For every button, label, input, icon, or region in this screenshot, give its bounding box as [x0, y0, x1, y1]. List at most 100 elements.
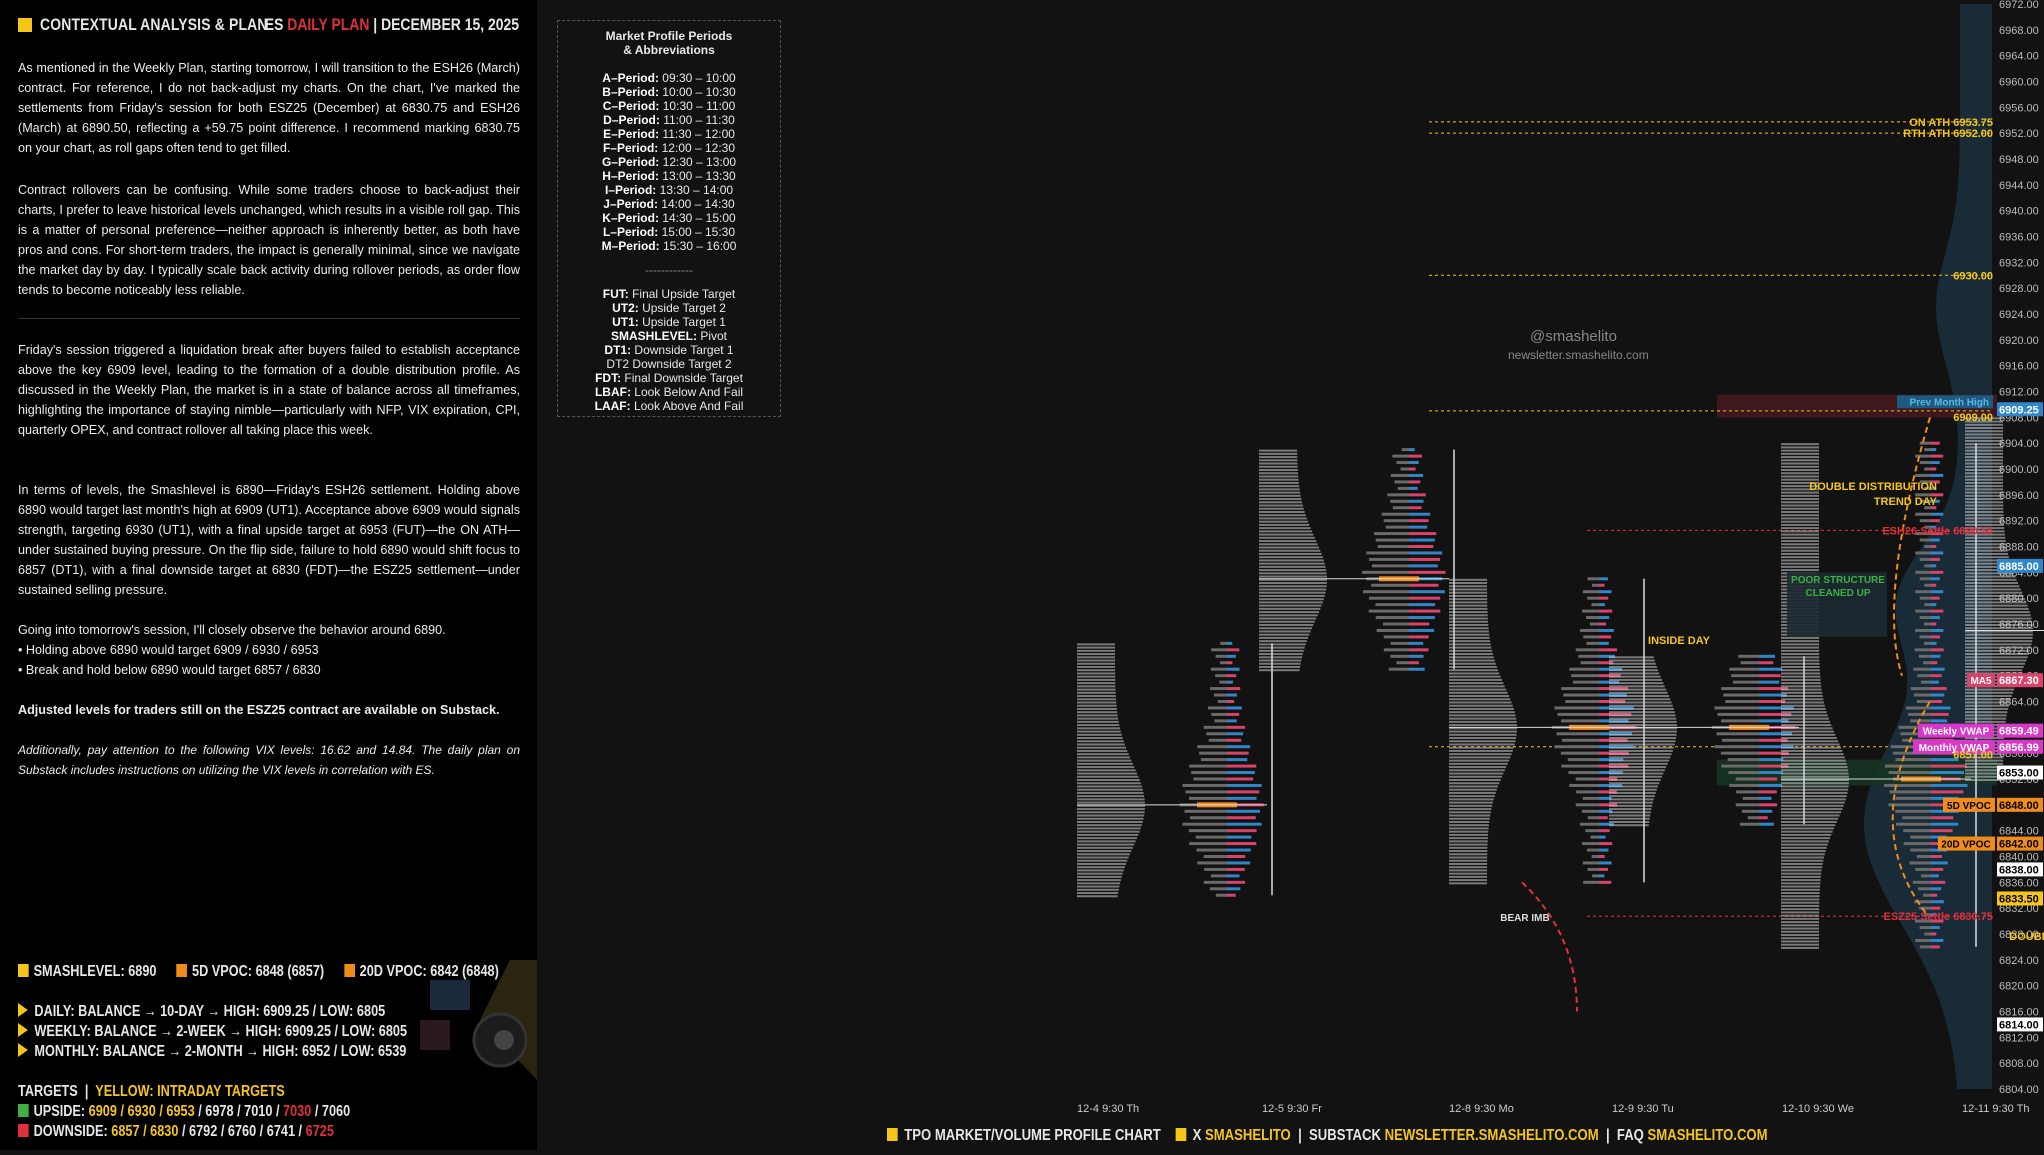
- tpo-row: [1077, 853, 1130, 855]
- tpo-row: [1077, 666, 1115, 668]
- tpo-row: [1781, 837, 1830, 839]
- delta-bar: [1227, 829, 1257, 832]
- downside-intraday: 6857 / 6830: [111, 1123, 178, 1140]
- delta-bar: [1931, 816, 1953, 819]
- tpo-row: [1259, 618, 1316, 620]
- tpo-row: [1077, 672, 1115, 674]
- volume-bar: [1384, 635, 1409, 638]
- tpo-row: [1781, 853, 1825, 855]
- tpo-row: [1781, 905, 1819, 907]
- tpo-row: [1259, 463, 1298, 465]
- delta-bar: [1759, 674, 1781, 677]
- daily-balance: DAILY: BALANCE → 10-DAY → HIGH: 6909.25 …: [18, 1003, 385, 1021]
- footer-newsletter-link[interactable]: NEWSLETTER.SMASHELITO.COM: [1385, 1127, 1599, 1144]
- delta-bar: [1931, 558, 1940, 561]
- tpo-row: [1449, 821, 1489, 823]
- volume-bar: [1371, 584, 1409, 587]
- tpo-row: [1781, 527, 1819, 529]
- tpo-row: [1781, 860, 1823, 862]
- tag-cur1: 6885.00: [1999, 561, 2039, 573]
- tpo-row: [1965, 505, 2003, 507]
- abbrev-item: FDT: Final Downside Target: [558, 371, 780, 385]
- delta-bar: [1599, 881, 1611, 884]
- paragraph-behavior: Going into tomorrow's session, I'll clos…: [18, 620, 520, 640]
- delta-bar: [1931, 577, 1940, 580]
- tpo-row: [1449, 579, 1487, 581]
- volume-bar: [1924, 468, 1931, 471]
- delta-bar: [1409, 661, 1419, 664]
- tpo-row: [1449, 614, 1488, 616]
- tpo-row: [1077, 827, 1141, 829]
- tpo-row: [1259, 514, 1306, 516]
- tpo-row: [1077, 685, 1115, 687]
- tpo-row: [1259, 634, 1309, 636]
- delta-bar: [1227, 771, 1255, 774]
- tpo-row: [1781, 908, 1819, 910]
- volume-bar: [1921, 681, 1931, 684]
- tpo-row: [1449, 731, 1517, 733]
- tpo-row: [1077, 689, 1116, 691]
- tpo-row: [1965, 514, 2004, 516]
- tpo-row: [1449, 621, 1488, 623]
- delta-bar: [1931, 868, 1943, 871]
- tpo-row: [1259, 550, 1320, 552]
- tpo-row: [1259, 576, 1327, 578]
- delta-bar: [1931, 933, 1936, 936]
- y-tick-label: 6944.00: [1999, 180, 2039, 192]
- tpo-row: [1449, 853, 1487, 855]
- volume-bar: [1376, 539, 1409, 542]
- delta-bar: [1931, 635, 1940, 638]
- tpo-row: [1965, 605, 2028, 607]
- tpo-row: [1781, 879, 1821, 881]
- tpo-row: [1259, 585, 1327, 587]
- footer-site-link[interactable]: SMASHELITO.COM: [1648, 1127, 1768, 1144]
- tpo-row: [1965, 459, 2003, 461]
- tpo-row: [1609, 802, 1653, 804]
- tpo-row: [1965, 592, 2022, 594]
- volume-bar: [1583, 590, 1599, 593]
- tpo-row: [1077, 769, 1136, 771]
- tpo-row: [1609, 769, 1665, 771]
- volume-bar: [1374, 532, 1409, 535]
- footer-handle[interactable]: SMASHELITO: [1205, 1127, 1291, 1144]
- tpo-row: [1609, 815, 1650, 817]
- tpo-row: [1609, 753, 1672, 755]
- y-tick-label: 6840.00: [1999, 852, 2039, 864]
- tpo-row: [1449, 798, 1494, 800]
- play-icon: [18, 1043, 28, 1057]
- tpo-row: [1781, 669, 1820, 671]
- downside-targets: DOWNSIDE: 6857 / 6830 / 6792 / 6760 / 67…: [18, 1123, 334, 1141]
- y-tick-label: 6956.00: [1999, 102, 2039, 114]
- tpo-row: [1077, 850, 1131, 852]
- delta-bar: [1931, 926, 1940, 929]
- tpo-row: [1259, 556, 1323, 558]
- tpo-row: [1449, 647, 1491, 649]
- abbrev-item: DT1: Downside Target 1: [558, 343, 780, 357]
- tpo-row: [1609, 721, 1677, 723]
- tpo-row: [1781, 889, 1820, 891]
- tpo-row: [1077, 776, 1138, 778]
- volume-bar: [1743, 797, 1759, 800]
- panel-title: CONTEXTUAL ANALYSIS & PLAN: [40, 15, 268, 35]
- volume-bar: [1919, 907, 1931, 910]
- tpo-row: [1449, 718, 1516, 720]
- periods-item: B–Period: 10:00 – 10:30: [558, 85, 780, 99]
- label-weekly-vwap: Weekly VWAP: [1923, 727, 1990, 738]
- volume-bar: [1917, 674, 1931, 677]
- tpo-row: [1781, 743, 1840, 745]
- tpo-row: [1781, 453, 1819, 455]
- tpo-row: [1259, 485, 1299, 487]
- volume-bar: [1909, 861, 1931, 864]
- volume-bar: [1557, 713, 1599, 716]
- delta-bar: [1227, 745, 1250, 748]
- tpo-row: [1781, 886, 1820, 888]
- delta-bar: [1931, 661, 1937, 664]
- tpo-row: [1781, 747, 1841, 749]
- volume-bar: [1920, 926, 1931, 929]
- delta-bar: [1409, 610, 1440, 613]
- volume-bar: [1920, 945, 1931, 948]
- delta-bar: [1931, 894, 1937, 897]
- y-tick-label: 6940.00: [1999, 206, 2039, 218]
- upside-end: / 7060: [315, 1103, 350, 1120]
- tpo-row: [1781, 789, 1848, 791]
